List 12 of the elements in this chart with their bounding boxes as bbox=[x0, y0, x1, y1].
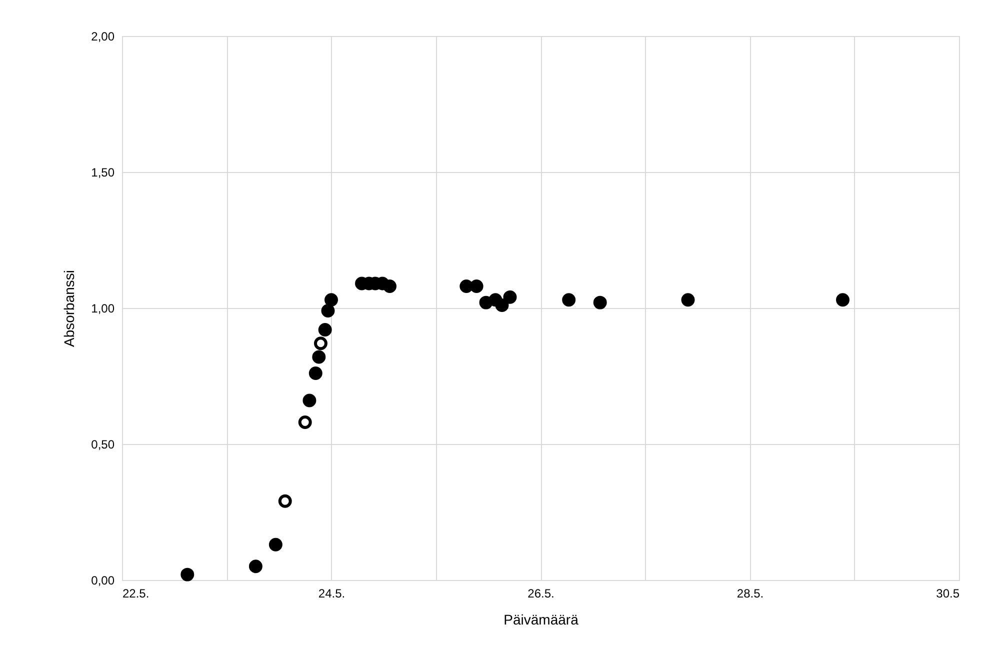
y-tick-label: 1,50 bbox=[91, 166, 115, 180]
x-tick-label: 22.5. bbox=[122, 586, 150, 600]
y-axis-title: Absorbanssi bbox=[61, 270, 78, 348]
y-tick-label: 0,50 bbox=[91, 438, 115, 452]
y-tick-label: 1,00 bbox=[91, 302, 115, 316]
x-tick-label: 24.5. bbox=[318, 586, 346, 600]
x-tick-label: 26.5. bbox=[528, 586, 554, 600]
x-axis-title: Päivämäärä bbox=[504, 612, 579, 628]
x-tick-label: 30.5 bbox=[936, 586, 960, 600]
x-tick-label: 28.5. bbox=[736, 586, 764, 600]
y-tick-label: 2,00 bbox=[91, 30, 115, 44]
y-tick-label: 0,00 bbox=[91, 574, 115, 588]
